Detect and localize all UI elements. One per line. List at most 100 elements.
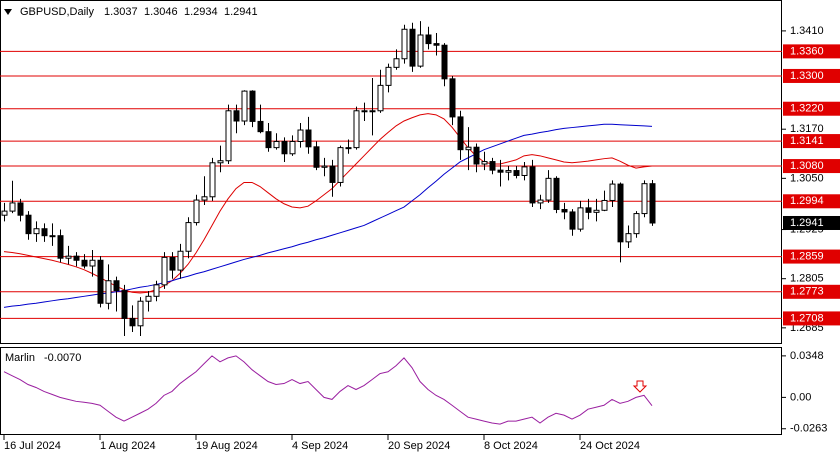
level-label: 1.3360 bbox=[790, 45, 824, 57]
candle-body bbox=[217, 160, 224, 164]
candle-body bbox=[161, 256, 168, 286]
level-label-box bbox=[783, 134, 840, 149]
level-label-box bbox=[783, 159, 840, 174]
y-tick-label: 1.3170 bbox=[790, 123, 824, 135]
level-label-box bbox=[783, 284, 840, 299]
indicator-value: -0.0070 bbox=[44, 352, 81, 364]
candle-body bbox=[297, 129, 304, 142]
candle-body bbox=[105, 280, 112, 304]
level-label: 1.3220 bbox=[790, 103, 824, 115]
candle-body bbox=[1, 210, 8, 216]
candle-body bbox=[625, 233, 632, 243]
candle-body bbox=[369, 110, 376, 113]
candle-body bbox=[225, 110, 232, 162]
level-label-box bbox=[783, 249, 840, 264]
candle-body bbox=[249, 90, 256, 122]
header-open: 1.3037 bbox=[104, 6, 138, 18]
candle-body bbox=[137, 300, 144, 327]
candle-body bbox=[617, 183, 624, 243]
x-tick-label: 8 Oct 2024 bbox=[484, 440, 538, 452]
candle-body bbox=[465, 146, 472, 151]
candle-body bbox=[177, 250, 184, 271]
candle-body bbox=[433, 43, 440, 46]
candle-body bbox=[241, 90, 248, 122]
candle-body bbox=[313, 146, 320, 168]
candle-body bbox=[409, 28, 416, 67]
candle-body bbox=[441, 44, 448, 80]
candle-body bbox=[265, 131, 272, 149]
current-price-box bbox=[783, 215, 840, 230]
indicator-line bbox=[3, 355, 653, 425]
indicator-frame bbox=[0, 347, 782, 435]
candle-body bbox=[521, 166, 528, 176]
candle-body bbox=[505, 170, 512, 173]
level-label: 1.2708 bbox=[790, 312, 824, 324]
candle-body bbox=[33, 228, 40, 235]
y-tick-label: 0.00 bbox=[790, 391, 811, 403]
y-tick-label: 1.2805 bbox=[790, 273, 824, 285]
candle-body bbox=[609, 183, 616, 201]
level-label-box bbox=[783, 44, 840, 59]
candle-body bbox=[129, 317, 136, 327]
candle-body bbox=[193, 199, 200, 224]
candle-body bbox=[201, 196, 208, 201]
candle-body bbox=[585, 207, 592, 213]
candle-body bbox=[385, 66, 392, 86]
candle-body bbox=[377, 84, 384, 112]
moving-average bbox=[3, 113, 653, 294]
x-tick-label: 19 Aug 2024 bbox=[196, 440, 258, 452]
candle-body bbox=[121, 290, 128, 319]
candle-body bbox=[97, 259, 104, 304]
candle-body bbox=[145, 295, 152, 302]
moving-average bbox=[3, 123, 653, 308]
level-label: 1.3141 bbox=[790, 135, 824, 147]
x-tick-label: 4 Sep 2024 bbox=[292, 440, 348, 452]
level-label-box bbox=[783, 101, 840, 116]
indicator-name: Marlin bbox=[5, 352, 35, 364]
candle-body bbox=[209, 162, 216, 198]
candle-body bbox=[593, 209, 600, 213]
candle-body bbox=[305, 129, 312, 148]
main-frame bbox=[0, 0, 782, 344]
candle-body bbox=[89, 259, 96, 267]
candle-body bbox=[537, 199, 544, 204]
candle-body bbox=[401, 28, 408, 60]
level-label: 1.3300 bbox=[790, 70, 824, 82]
symbol: GBPUSD,Daily bbox=[20, 6, 94, 18]
candle-body bbox=[641, 183, 648, 215]
candle-body bbox=[545, 177, 552, 201]
candle-body bbox=[257, 120, 264, 133]
candle-body bbox=[169, 256, 176, 271]
candle-body bbox=[81, 259, 88, 267]
x-tick-label: 24 Oct 2024 bbox=[580, 440, 640, 452]
candle-body bbox=[449, 78, 456, 118]
candle-body bbox=[601, 199, 608, 211]
candle-body bbox=[425, 34, 432, 45]
x-tick-label: 16 Jul 2024 bbox=[4, 440, 61, 452]
menu-triangle[interactable] bbox=[4, 9, 12, 15]
level-label: 1.2859 bbox=[790, 250, 824, 262]
candle-body bbox=[337, 147, 344, 183]
y-tick-label: 1.3050 bbox=[790, 172, 824, 184]
current-price-label: 1.2941 bbox=[790, 217, 824, 229]
candle-body bbox=[289, 140, 296, 155]
level-label-box bbox=[783, 68, 840, 83]
candle-body bbox=[73, 255, 80, 261]
header-low: 1.2934 bbox=[184, 6, 218, 18]
y-tick-label: 0.0348 bbox=[790, 350, 824, 362]
candle-body bbox=[185, 222, 192, 252]
candle-body bbox=[25, 214, 32, 235]
candle-body bbox=[321, 165, 328, 168]
candle-body bbox=[513, 170, 520, 176]
y-tick-label: 1.3410 bbox=[790, 25, 824, 37]
candle-body bbox=[361, 110, 368, 113]
candle-body bbox=[57, 235, 64, 259]
candle-body bbox=[41, 228, 48, 237]
candle-body bbox=[649, 183, 656, 224]
candle-body bbox=[481, 161, 488, 165]
level-label: 1.2994 bbox=[790, 195, 824, 207]
candle-body bbox=[281, 140, 288, 155]
candle-body bbox=[9, 202, 16, 212]
